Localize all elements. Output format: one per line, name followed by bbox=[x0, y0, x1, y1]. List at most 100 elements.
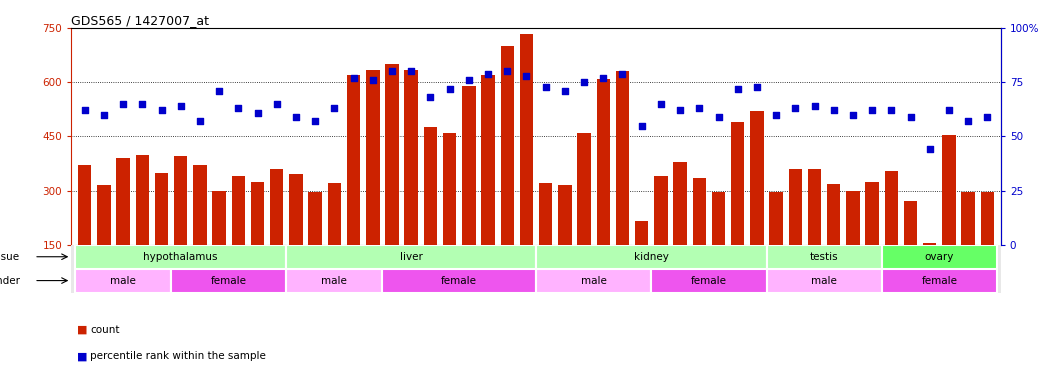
Point bbox=[691, 105, 707, 111]
Bar bbox=[651, 268, 766, 292]
Bar bbox=[827, 184, 840, 245]
Point bbox=[595, 75, 612, 81]
Bar bbox=[213, 190, 226, 245]
Bar bbox=[536, 268, 651, 292]
Point bbox=[864, 108, 880, 114]
Bar bbox=[347, 75, 361, 245]
Bar bbox=[923, 243, 937, 245]
Point bbox=[960, 118, 977, 124]
Bar bbox=[328, 183, 341, 245]
Bar bbox=[942, 135, 956, 245]
Text: male: male bbox=[581, 276, 607, 286]
Bar bbox=[769, 192, 783, 245]
Bar bbox=[981, 192, 995, 245]
Point bbox=[172, 103, 189, 109]
Text: male: male bbox=[110, 276, 136, 286]
Point bbox=[480, 70, 497, 76]
Point bbox=[192, 118, 209, 124]
Bar bbox=[616, 72, 629, 245]
Text: GDS565 / 1427007_at: GDS565 / 1427007_at bbox=[71, 14, 210, 27]
Text: gender: gender bbox=[0, 276, 20, 286]
Bar bbox=[501, 46, 514, 245]
Text: percentile rank within the sample: percentile rank within the sample bbox=[90, 351, 266, 361]
Bar bbox=[462, 86, 476, 245]
Point bbox=[768, 112, 785, 118]
Point bbox=[883, 108, 900, 114]
Text: ■: ■ bbox=[77, 351, 87, 361]
Point bbox=[845, 112, 861, 118]
Text: male: male bbox=[811, 276, 837, 286]
Bar bbox=[308, 192, 322, 245]
Point bbox=[384, 69, 400, 75]
Point bbox=[979, 114, 996, 120]
Bar bbox=[75, 268, 171, 292]
Bar bbox=[712, 192, 725, 245]
Point bbox=[287, 114, 304, 120]
Bar bbox=[596, 79, 610, 245]
Bar bbox=[443, 133, 456, 245]
Bar bbox=[881, 268, 997, 292]
Bar bbox=[766, 268, 881, 292]
Bar bbox=[481, 75, 495, 245]
Point bbox=[345, 75, 362, 81]
Point bbox=[556, 88, 573, 94]
Point bbox=[538, 84, 554, 90]
Point bbox=[902, 114, 919, 120]
Bar bbox=[881, 245, 997, 268]
Bar bbox=[270, 169, 284, 245]
Bar bbox=[766, 245, 881, 268]
Bar bbox=[383, 268, 536, 292]
Point bbox=[268, 101, 285, 107]
Point bbox=[402, 69, 419, 75]
Point bbox=[499, 69, 516, 75]
Bar bbox=[386, 64, 398, 245]
Point bbox=[806, 103, 823, 109]
Bar bbox=[885, 171, 898, 245]
Bar bbox=[559, 185, 571, 245]
Bar bbox=[732, 122, 744, 245]
Text: female: female bbox=[921, 276, 958, 286]
Point bbox=[672, 108, 689, 114]
Bar bbox=[693, 178, 706, 245]
Bar bbox=[405, 70, 418, 245]
Bar bbox=[577, 133, 591, 245]
Text: female: female bbox=[441, 276, 477, 286]
Bar bbox=[171, 268, 286, 292]
Point bbox=[575, 79, 592, 85]
Bar bbox=[97, 185, 111, 245]
Text: female: female bbox=[691, 276, 727, 286]
Point bbox=[826, 108, 843, 114]
Bar bbox=[286, 245, 536, 268]
Bar bbox=[78, 165, 91, 245]
Bar bbox=[903, 201, 917, 245]
Bar bbox=[539, 183, 552, 245]
Bar bbox=[654, 176, 668, 245]
Text: tissue: tissue bbox=[0, 252, 20, 262]
Point bbox=[748, 84, 765, 90]
Bar bbox=[866, 182, 879, 245]
Bar bbox=[750, 111, 764, 245]
Bar bbox=[536, 245, 766, 268]
Point bbox=[614, 70, 631, 76]
Text: testis: testis bbox=[810, 252, 838, 262]
Bar bbox=[75, 245, 286, 268]
Bar bbox=[846, 190, 859, 245]
Point bbox=[249, 110, 266, 116]
Bar bbox=[423, 128, 437, 245]
Bar bbox=[193, 165, 206, 245]
Point bbox=[941, 108, 958, 114]
Text: hypothalamus: hypothalamus bbox=[144, 252, 218, 262]
Bar bbox=[520, 33, 533, 245]
Text: ■: ■ bbox=[77, 325, 87, 335]
Point bbox=[307, 118, 324, 124]
Text: male: male bbox=[322, 276, 347, 286]
Point bbox=[460, 77, 477, 83]
Point bbox=[921, 147, 938, 153]
Bar bbox=[289, 174, 303, 245]
Point bbox=[422, 94, 439, 100]
Bar bbox=[286, 268, 383, 292]
Bar bbox=[366, 70, 379, 245]
Text: liver: liver bbox=[399, 252, 422, 262]
Point bbox=[633, 123, 650, 129]
Point bbox=[153, 108, 170, 114]
